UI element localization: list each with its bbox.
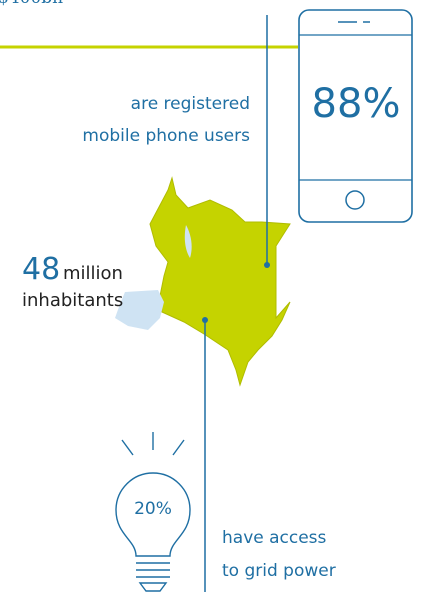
power-text: have access <box>222 528 327 548</box>
bulb <box>115 432 191 592</box>
phone-button <box>345 190 365 210</box>
power-text: to grid power <box>222 561 336 581</box>
population-label: inhabitants <box>22 290 123 311</box>
lake-victoria <box>115 290 164 330</box>
population-figure: 48 <box>22 252 60 287</box>
phone-outline <box>298 9 413 223</box>
power-figure: 20% <box>134 499 172 519</box>
phone-text: are registered <box>131 94 250 114</box>
lake-turkana <box>184 225 192 258</box>
phone-figure: 88% <box>312 81 401 127</box>
phone-text: mobile phone users <box>82 126 250 146</box>
pointer-dot <box>264 262 270 268</box>
header-figure: $400bn <box>0 0 63 8</box>
pointer-dot <box>202 317 208 323</box>
population-unit: million <box>63 263 123 284</box>
kenya-map <box>149 176 291 387</box>
